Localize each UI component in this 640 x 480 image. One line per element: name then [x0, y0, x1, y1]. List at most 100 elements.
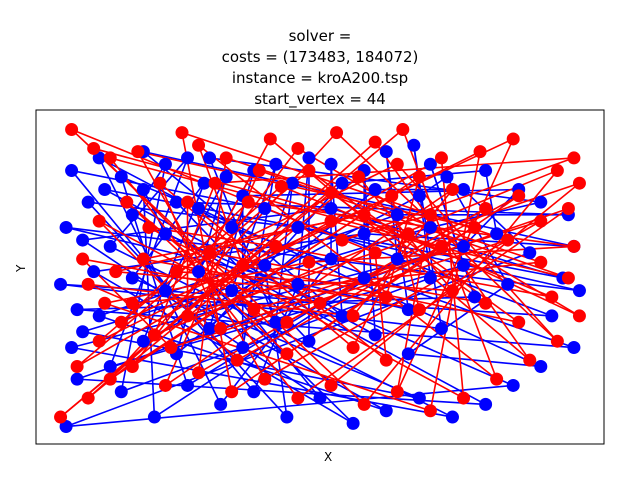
tour-blue-node [59, 220, 73, 234]
tour-red-node [54, 410, 68, 424]
tour-blue-node [572, 284, 586, 298]
tour-red-node [109, 265, 123, 279]
tour-red-edge [396, 214, 432, 392]
tour-blue-node [181, 151, 195, 165]
tour-blue-node [192, 265, 206, 279]
tour-red-node [131, 145, 145, 159]
tour-red-node [396, 122, 410, 136]
tour-red-node [81, 391, 95, 405]
tour-red-node [368, 135, 382, 149]
tour-red-node [92, 214, 106, 228]
tour-red-node [385, 189, 399, 203]
tour-red-node [490, 372, 504, 386]
tour-blue-node [291, 220, 305, 234]
tour-red-node [324, 214, 338, 228]
chart-title-line-4: start_vertex = 44 [254, 90, 386, 108]
tour-blue-node [390, 252, 404, 266]
tour-blue-node [423, 220, 437, 234]
tour-blue-nodes [54, 138, 586, 434]
tour-red-edge [137, 150, 475, 229]
tour-blue-node [434, 322, 448, 336]
axes-frame [35, 109, 605, 445]
tour-blue-edge [98, 157, 233, 229]
tour-blue-node [534, 195, 548, 209]
tour-red-node [379, 353, 393, 367]
tour-blue-node [457, 183, 471, 197]
tour-red-node [258, 372, 272, 386]
tour-blue-node [357, 227, 371, 241]
tour-blue-node [468, 290, 482, 304]
tour-red-node [457, 391, 471, 405]
tour-red-node [390, 385, 404, 399]
tour-red-node [125, 359, 139, 373]
tour-red-node [142, 220, 156, 234]
tour-red-node [230, 353, 244, 367]
chart-title-line-3: instance = kroA200.tsp [231, 69, 409, 87]
tour-red-node [247, 303, 261, 317]
x-axis-label: X [324, 450, 333, 464]
tour-blue-node [457, 239, 471, 253]
tour-blue-node [423, 271, 437, 285]
tour-blue-node [407, 138, 421, 152]
tour-red-node [236, 258, 250, 272]
tour-red-node [445, 183, 459, 197]
tour-red-node [501, 233, 515, 247]
tour-blue-node [302, 334, 316, 348]
tour-blue-node [324, 157, 338, 171]
tour-red-node [65, 122, 79, 136]
tour-red-node [280, 347, 294, 361]
tour-red-edge [341, 157, 575, 241]
tour-blue-node [423, 157, 437, 171]
tour-red-edge [143, 258, 420, 311]
tour-blue-node [490, 227, 504, 241]
tour-red-edge [187, 182, 580, 317]
tour-blue-node [76, 325, 90, 339]
tour-red-node [313, 296, 327, 310]
tour-red-node [335, 233, 349, 247]
tour-red-node [473, 145, 487, 159]
tour-blue-node [136, 334, 150, 348]
y-axis-label: Y [14, 264, 28, 272]
tour-red-node [379, 290, 393, 304]
tour-red-node [434, 151, 448, 165]
tour-blue-node [103, 359, 117, 373]
tour-blue-node [125, 271, 139, 285]
tour-red-node [252, 164, 266, 178]
tour-red-node [164, 341, 178, 355]
tour-blue-node [346, 416, 360, 430]
tour-red-node [401, 227, 415, 241]
tour-blue-node [81, 195, 95, 209]
tour-red-edge [181, 132, 233, 392]
tour-blue-node [412, 391, 426, 405]
tour-blue-node [114, 170, 128, 184]
tour-red-edge [82, 258, 321, 305]
tour-blue-node [412, 189, 426, 203]
tour-blue-node [225, 284, 239, 298]
tour-red-node [545, 290, 559, 304]
tour-red-node [269, 239, 283, 253]
tour-blue-node [501, 277, 515, 291]
tour-blue-node [269, 315, 283, 329]
tour-red-node [550, 334, 564, 348]
tour-red-node [324, 378, 338, 392]
tour-blue-node [523, 246, 537, 260]
tour-blue-node [114, 385, 128, 399]
tour-blue-node [313, 391, 327, 405]
tour-red-node [445, 284, 459, 298]
tour-red-node [567, 151, 581, 165]
tour-blue-edge [165, 233, 514, 387]
tour-blue-edge [462, 188, 520, 247]
tour-blue-node [70, 372, 84, 386]
tour-red-node [534, 255, 548, 269]
tour-red-node [70, 359, 84, 373]
tour-red-node [169, 265, 183, 279]
tour-red-edge [98, 150, 481, 342]
tour-red-node [567, 239, 581, 253]
tour-red-node [263, 132, 277, 146]
tour-red-edge [104, 302, 431, 412]
tour-red-node [572, 309, 586, 323]
tour-blue-node [225, 220, 239, 234]
tour-blue-node [65, 341, 79, 355]
tour-red-edge [308, 169, 520, 323]
tour-blue-edge [408, 353, 541, 368]
